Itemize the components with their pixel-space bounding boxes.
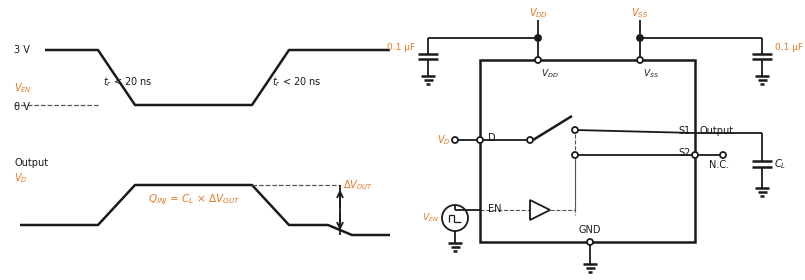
Text: Output: Output: [14, 158, 48, 168]
Circle shape: [452, 137, 458, 143]
Circle shape: [535, 35, 541, 41]
Text: $t_r$ < 20 ns: $t_r$ < 20 ns: [103, 75, 153, 89]
Text: $\Delta V_{OUT}$: $\Delta V_{OUT}$: [343, 178, 374, 192]
Text: $V_D$: $V_D$: [437, 133, 451, 147]
Circle shape: [692, 152, 698, 158]
Text: $V_D$: $V_D$: [14, 171, 27, 185]
Text: Output: Output: [699, 126, 733, 136]
Text: $V_{SS}$: $V_{SS}$: [631, 6, 649, 20]
Text: 0 V: 0 V: [14, 102, 30, 112]
Bar: [480, 60, 695, 242]
Text: 0.1 μF: 0.1 μF: [387, 43, 415, 53]
Text: $V_{EN}$: $V_{EN}$: [423, 212, 439, 224]
Text: 3 V: 3 V: [14, 45, 30, 55]
Circle shape: [477, 137, 483, 143]
Circle shape: [535, 57, 541, 63]
Text: 0.1 μF: 0.1 μF: [775, 43, 803, 53]
Circle shape: [720, 152, 726, 158]
Circle shape: [637, 35, 643, 41]
Text: S2: S2: [679, 148, 691, 158]
Text: $C_L$: $C_L$: [774, 157, 786, 171]
Text: N.C.: N.C.: [709, 160, 729, 170]
Circle shape: [572, 127, 578, 133]
Circle shape: [587, 239, 593, 245]
Circle shape: [572, 152, 578, 158]
Text: S1: S1: [679, 126, 691, 136]
Text: $V_{DD}$: $V_{DD}$: [529, 6, 547, 20]
Text: GND: GND: [579, 225, 601, 235]
Text: $V_{SS}$: $V_{SS}$: [643, 68, 659, 80]
Text: EN: EN: [488, 204, 502, 214]
Text: $V_{DD}$: $V_{DD}$: [541, 68, 559, 80]
Text: $t_r$ < 20 ns: $t_r$ < 20 ns: [272, 75, 322, 89]
Text: $Q_{INJ}$ = $C_L$ × $\Delta V_{OUT}$: $Q_{INJ}$ = $C_L$ × $\Delta V_{OUT}$: [148, 193, 241, 207]
Text: D: D: [488, 133, 496, 143]
Text: $V_{EN}$: $V_{EN}$: [14, 81, 32, 95]
Circle shape: [527, 137, 533, 143]
Circle shape: [637, 57, 643, 63]
